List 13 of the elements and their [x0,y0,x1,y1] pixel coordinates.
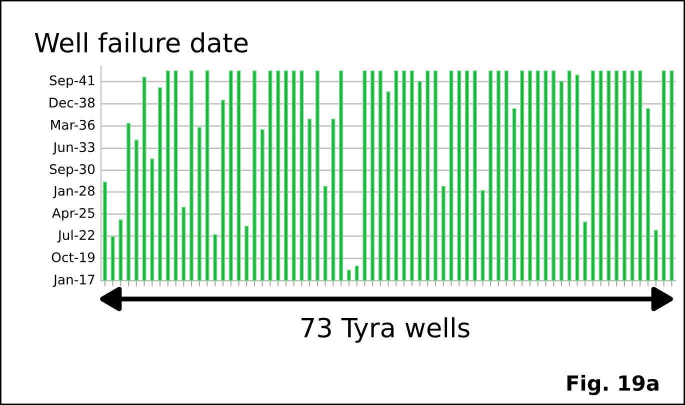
ref-line-label: Dec-38 [50,98,95,108]
ref-line-label: Jan-28 [52,186,95,198]
ref-line-label: Jan-17 [52,274,94,287]
ref-line-label: Jul-22 [57,230,94,242]
ref-line-label: Oct-19 [52,252,95,262]
caption: Fig. 19a [567,374,658,396]
ref-line-label: Apr-25 [52,208,94,221]
text: 73 Tyra wells [302,317,470,343]
ref-line-label: Mar-36 [51,120,95,130]
chart-title: Well failure date [34,32,248,53]
ref-line-label: Jun-33 [52,142,94,155]
ref-line-label: Sep-41 [50,75,94,88]
ref-line-label: Sep-30 [50,164,95,177]
